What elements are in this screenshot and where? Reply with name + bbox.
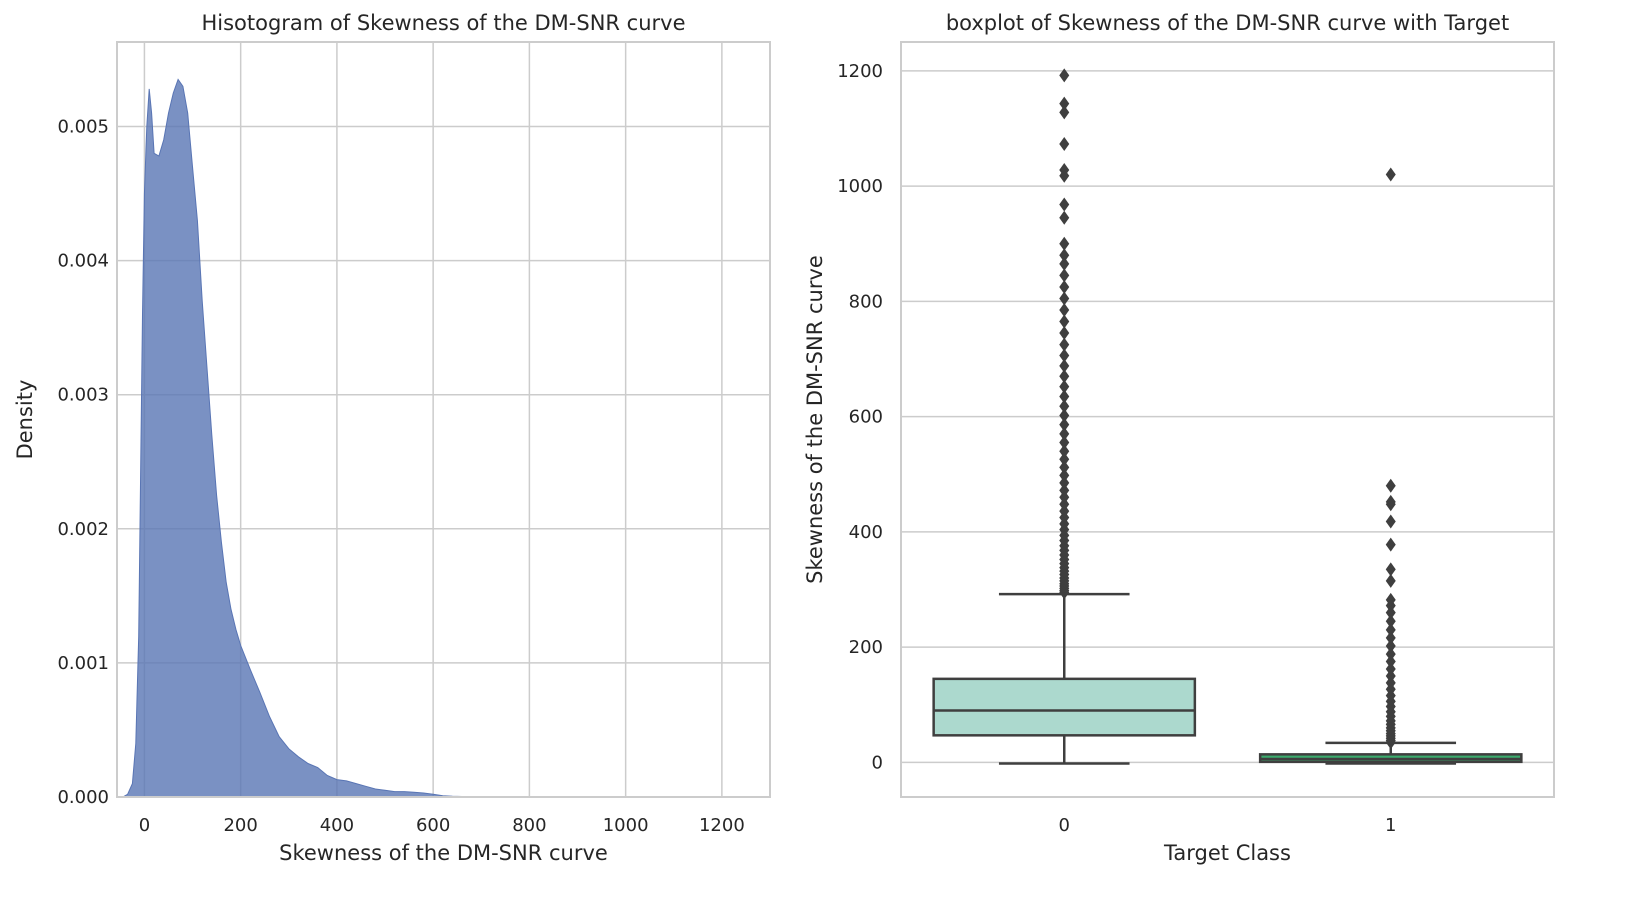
outlier-point	[1059, 162, 1070, 177]
outlier-point	[1059, 468, 1070, 483]
boxplot-boxes	[932, 68, 1523, 765]
boxplot-title: boxplot of Skewness of the DM-SNR curve …	[946, 11, 1509, 35]
density-y-tick-label: 0.001	[57, 653, 109, 674]
outlier-point	[1059, 435, 1070, 450]
outlier-point	[1059, 291, 1070, 306]
boxplot-y-tick-label: 1000	[837, 176, 883, 197]
density-x-tick-label: 400	[320, 815, 354, 836]
outlier-point	[1059, 256, 1070, 271]
outlier-point	[1059, 475, 1070, 490]
outlier-point	[1385, 639, 1396, 653]
outlier-point	[1059, 369, 1070, 384]
outlier-point	[1059, 302, 1070, 317]
boxplot-y-tick-label: 1200	[837, 61, 883, 82]
outlier-point	[1059, 279, 1070, 294]
boxplot-x-tick-label: 1	[1385, 815, 1396, 836]
density-area	[122, 78, 482, 798]
outlier-point	[1059, 268, 1070, 283]
boxplot-y-tick-label: 400	[849, 522, 883, 543]
boxplot-y-tick-label: 0	[872, 752, 883, 773]
density-x-tick-label: 1200	[699, 815, 745, 836]
outlier-point	[1385, 537, 1396, 552]
outlier-point	[1059, 236, 1070, 251]
iqr-box	[932, 677, 1197, 737]
boxplot-x-axis-label: Target Class	[1163, 841, 1291, 865]
density-y-tick-label: 0.002	[57, 519, 109, 540]
density-y-ticks: 0.000 0.001 0.002 0.003 0.004 0.005	[57, 116, 109, 808]
outlier-point	[1059, 68, 1070, 83]
outlier-point	[1059, 417, 1070, 432]
outlier-point	[1385, 573, 1396, 588]
outlier-point	[1385, 622, 1396, 637]
boxplot-y-tick-label: 800	[849, 291, 883, 312]
boxplot-frame	[900, 41, 1555, 798]
density-grid	[117, 42, 770, 798]
outlier-point	[1385, 662, 1396, 677]
boxplot-grid	[901, 70, 1554, 764]
outlier-point	[1385, 494, 1396, 509]
density-plot-frame	[116, 41, 771, 798]
density-x-ticks: 0 200 400 600 800 1000 1200	[139, 815, 745, 836]
density-x-tick-label: 800	[512, 815, 546, 836]
boxplot-y-tick-label: 200	[849, 637, 883, 658]
outlier-point	[1385, 614, 1396, 629]
outlier-point	[1059, 314, 1070, 329]
outlier-point	[1385, 167, 1396, 182]
outlier-point	[1385, 630, 1396, 645]
outlier-point	[1059, 483, 1070, 498]
outlier-point	[1059, 105, 1070, 120]
density-y-tick-label: 0.000	[57, 787, 109, 808]
density-x-tick-label: 600	[416, 815, 450, 836]
boxplot-x-tick-label: 0	[1059, 815, 1070, 836]
density-x-tick-label: 200	[223, 815, 257, 836]
outlier-point	[1385, 647, 1396, 662]
outlier-point	[1059, 210, 1070, 225]
outlier-point	[1385, 514, 1396, 529]
outlier-point	[1059, 408, 1070, 423]
density-y-axis-label: Density	[13, 380, 37, 460]
density-y-tick-label: 0.005	[57, 116, 109, 137]
outlier-point	[1059, 96, 1070, 111]
outlier-point	[1385, 654, 1396, 669]
outlier-point	[1059, 399, 1070, 414]
outlier-point	[1059, 337, 1070, 352]
outlier-point	[1385, 562, 1396, 577]
density-y-tick-label: 0.003	[57, 385, 109, 406]
density-y-tick-label: 0.004	[57, 251, 109, 272]
density-plot-title: Hisotogram of Skewness of the DM-SNR cur…	[201, 11, 685, 35]
outlier-point	[1059, 326, 1070, 341]
outlier-point	[1059, 389, 1070, 404]
outlier-point	[1059, 248, 1070, 263]
outlier-point	[1385, 592, 1396, 607]
outlier-point	[1059, 137, 1070, 152]
outlier-point	[1059, 197, 1070, 212]
outlier-point	[1385, 478, 1396, 493]
boxplot-y-ticks: 0 200 400 600 800 1000 1200	[837, 61, 883, 774]
outlier-point	[1059, 444, 1070, 459]
boxplot-y-axis-label: Skewness of the DM-SNR curve	[803, 255, 827, 584]
density-x-tick-label: 1000	[603, 815, 649, 836]
outlier-point	[1059, 379, 1070, 394]
density-x-axis-label: Skewness of the DM-SNR curve	[279, 841, 608, 865]
outlier-point	[1059, 358, 1070, 373]
box-group-1	[1258, 167, 1523, 765]
density-x-tick-label: 0	[139, 815, 150, 836]
boxplot-y-tick-label: 600	[849, 407, 883, 428]
outlier-point	[1059, 348, 1070, 363]
outlier-point	[1059, 426, 1070, 441]
box-group-0	[932, 68, 1197, 765]
density-plot-panel: 0 200 400 600 800 1000 1200 0.0000.0010.0020.0…	[13, 11, 771, 865]
outlier-point	[1059, 452, 1070, 467]
outlier-point	[1059, 460, 1070, 475]
